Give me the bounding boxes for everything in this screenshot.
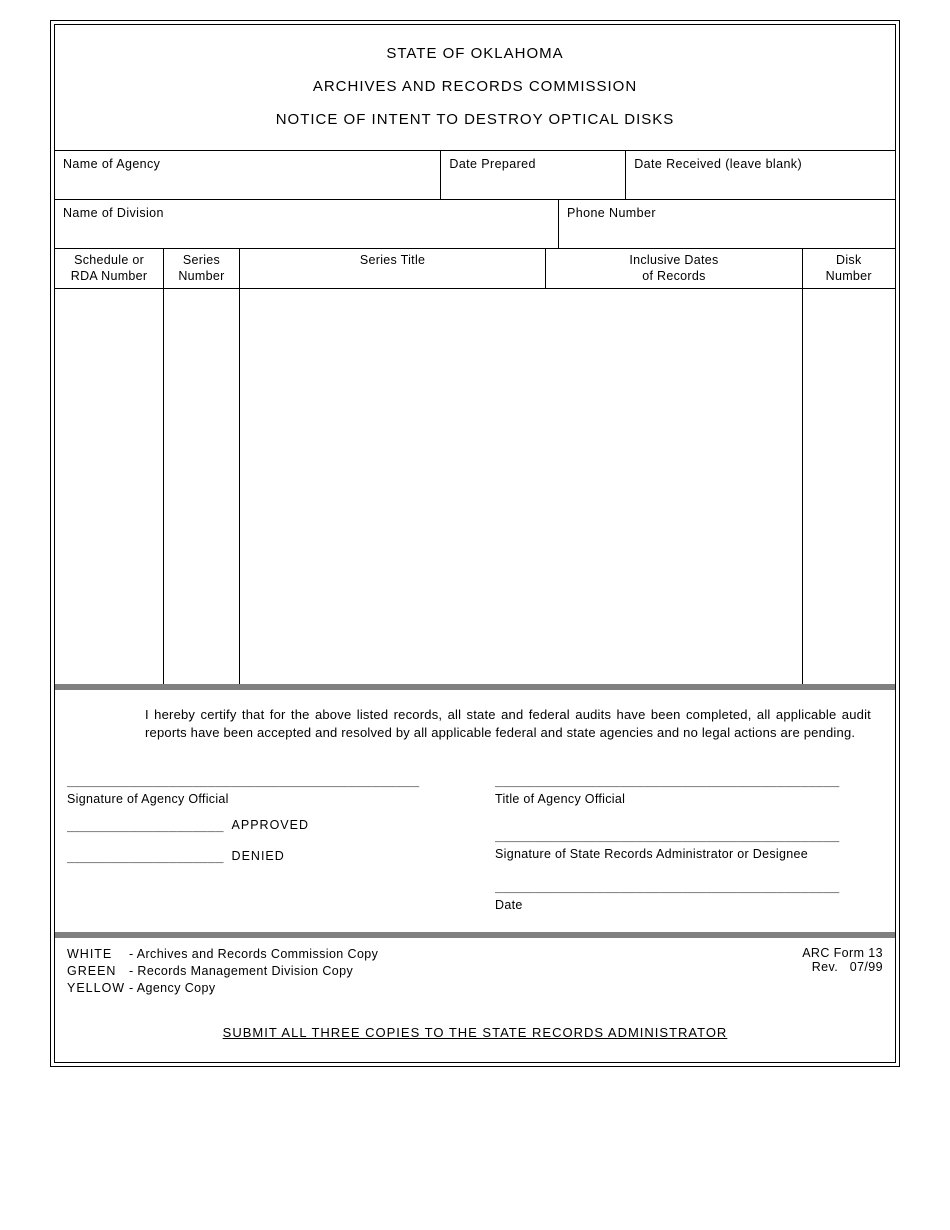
cell-inclusive-dates[interactable]	[546, 289, 802, 684]
col-disk-label: Disk Number	[826, 253, 872, 283]
copy-white-text: - Archives and Records Commission Copy	[129, 947, 378, 961]
col-series-title: Series Title	[240, 249, 547, 288]
cell-series-title[interactable]	[240, 289, 547, 684]
col-series-label: Series Number	[178, 253, 224, 283]
copy-green-label: GREEN	[67, 963, 129, 980]
header-title: NOTICE OF INTENT TO DESTROY OPTICAL DISK…	[55, 111, 895, 128]
label-date-received: Date Received (leave blank)	[634, 157, 802, 171]
certification-statement: I hereby certify that for the above list…	[55, 690, 895, 765]
col-schedule: Schedule or RDA Number	[55, 249, 164, 288]
label-agency-title: Title of Agency Official	[495, 792, 883, 806]
form-outer-frame: STATE OF OKLAHOMA ARCHIVES AND RECORDS C…	[50, 20, 900, 1067]
copies-row: WHITE- Archives and Records Commission C…	[67, 946, 883, 997]
cell-schedule[interactable]	[55, 289, 164, 684]
signature-right-col: ________________________________________…	[495, 773, 883, 912]
underline-denied[interactable]: ____________________	[67, 849, 224, 864]
cell-disk-number[interactable]	[803, 289, 895, 684]
records-table-header: Schedule or RDA Number Series Number Ser…	[55, 248, 895, 289]
label-denied: DENIED	[232, 849, 285, 863]
row-agency-dates: Name of Agency Date Prepared Date Receiv…	[55, 150, 895, 199]
copy-green-text: - Records Management Division Copy	[129, 964, 353, 978]
form-inner-frame: STATE OF OKLAHOMA ARCHIVES AND RECORDS C…	[54, 24, 896, 1063]
underline-date[interactable]: ________________________________________…	[495, 879, 883, 894]
label-phone: Phone Number	[567, 206, 656, 220]
col-dates-label: Inclusive Dates of Records	[629, 253, 718, 283]
copies-legend: WHITE- Archives and Records Commission C…	[67, 946, 378, 997]
cell-series-number[interactable]	[164, 289, 240, 684]
col-title-label: Series Title	[360, 253, 425, 267]
field-agency-name[interactable]: Name of Agency	[55, 151, 441, 199]
label-state-signature: Signature of State Records Administrator…	[495, 847, 883, 861]
underline-title[interactable]: ________________________________________…	[495, 773, 883, 788]
header-state: STATE OF OKLAHOMA	[55, 45, 895, 62]
approved-line[interactable]: ____________________ APPROVED	[67, 818, 455, 833]
field-date-received: Date Received (leave blank)	[626, 151, 895, 199]
form-header: STATE OF OKLAHOMA ARCHIVES AND RECORDS C…	[55, 25, 895, 150]
submit-instruction: SUBMIT ALL THREE COPIES TO THE STATE REC…	[67, 1025, 883, 1040]
records-table-body[interactable]	[55, 289, 895, 684]
underline-agency-sig[interactable]: ________________________________________…	[67, 773, 455, 788]
field-date-prepared[interactable]: Date Prepared	[441, 151, 626, 199]
underline-state-sig[interactable]: ________________________________________…	[495, 828, 883, 843]
copy-white-label: WHITE	[67, 946, 129, 963]
copy-yellow-text: - Agency Copy	[129, 981, 216, 995]
denied-line[interactable]: ____________________ DENIED	[67, 849, 455, 864]
col-inclusive-dates: Inclusive Dates of Records	[546, 249, 802, 288]
row-division-phone: Name of Division Phone Number	[55, 199, 895, 248]
label-agency-signature: Signature of Agency Official	[67, 792, 455, 806]
col-schedule-label: Schedule or RDA Number	[71, 253, 148, 283]
form-id: ARC Form 13	[802, 946, 883, 960]
col-series-number: Series Number	[164, 249, 240, 288]
label-approved: APPROVED	[232, 818, 309, 832]
signature-left-col: ________________________________________…	[67, 773, 455, 912]
form-id-block: ARC Form 13 Rev. 07/99	[802, 946, 883, 997]
signature-section: ________________________________________…	[55, 765, 895, 932]
label-date: Date	[495, 898, 883, 912]
underline-approved[interactable]: ____________________	[67, 818, 224, 833]
label-division: Name of Division	[63, 206, 164, 220]
col-disk-number: Disk Number	[803, 249, 895, 288]
copy-yellow-label: YELLOW	[67, 980, 129, 997]
field-phone-number[interactable]: Phone Number	[559, 200, 895, 248]
label-date-prepared: Date Prepared	[449, 157, 536, 171]
form-rev: Rev. 07/99	[802, 960, 883, 974]
page: STATE OF OKLAHOMA ARCHIVES AND RECORDS C…	[0, 0, 950, 1107]
header-commission: ARCHIVES AND RECORDS COMMISSION	[55, 78, 895, 95]
form-footer: WHITE- Archives and Records Commission C…	[55, 938, 895, 1062]
field-division-name[interactable]: Name of Division	[55, 200, 559, 248]
label-agency: Name of Agency	[63, 157, 160, 171]
